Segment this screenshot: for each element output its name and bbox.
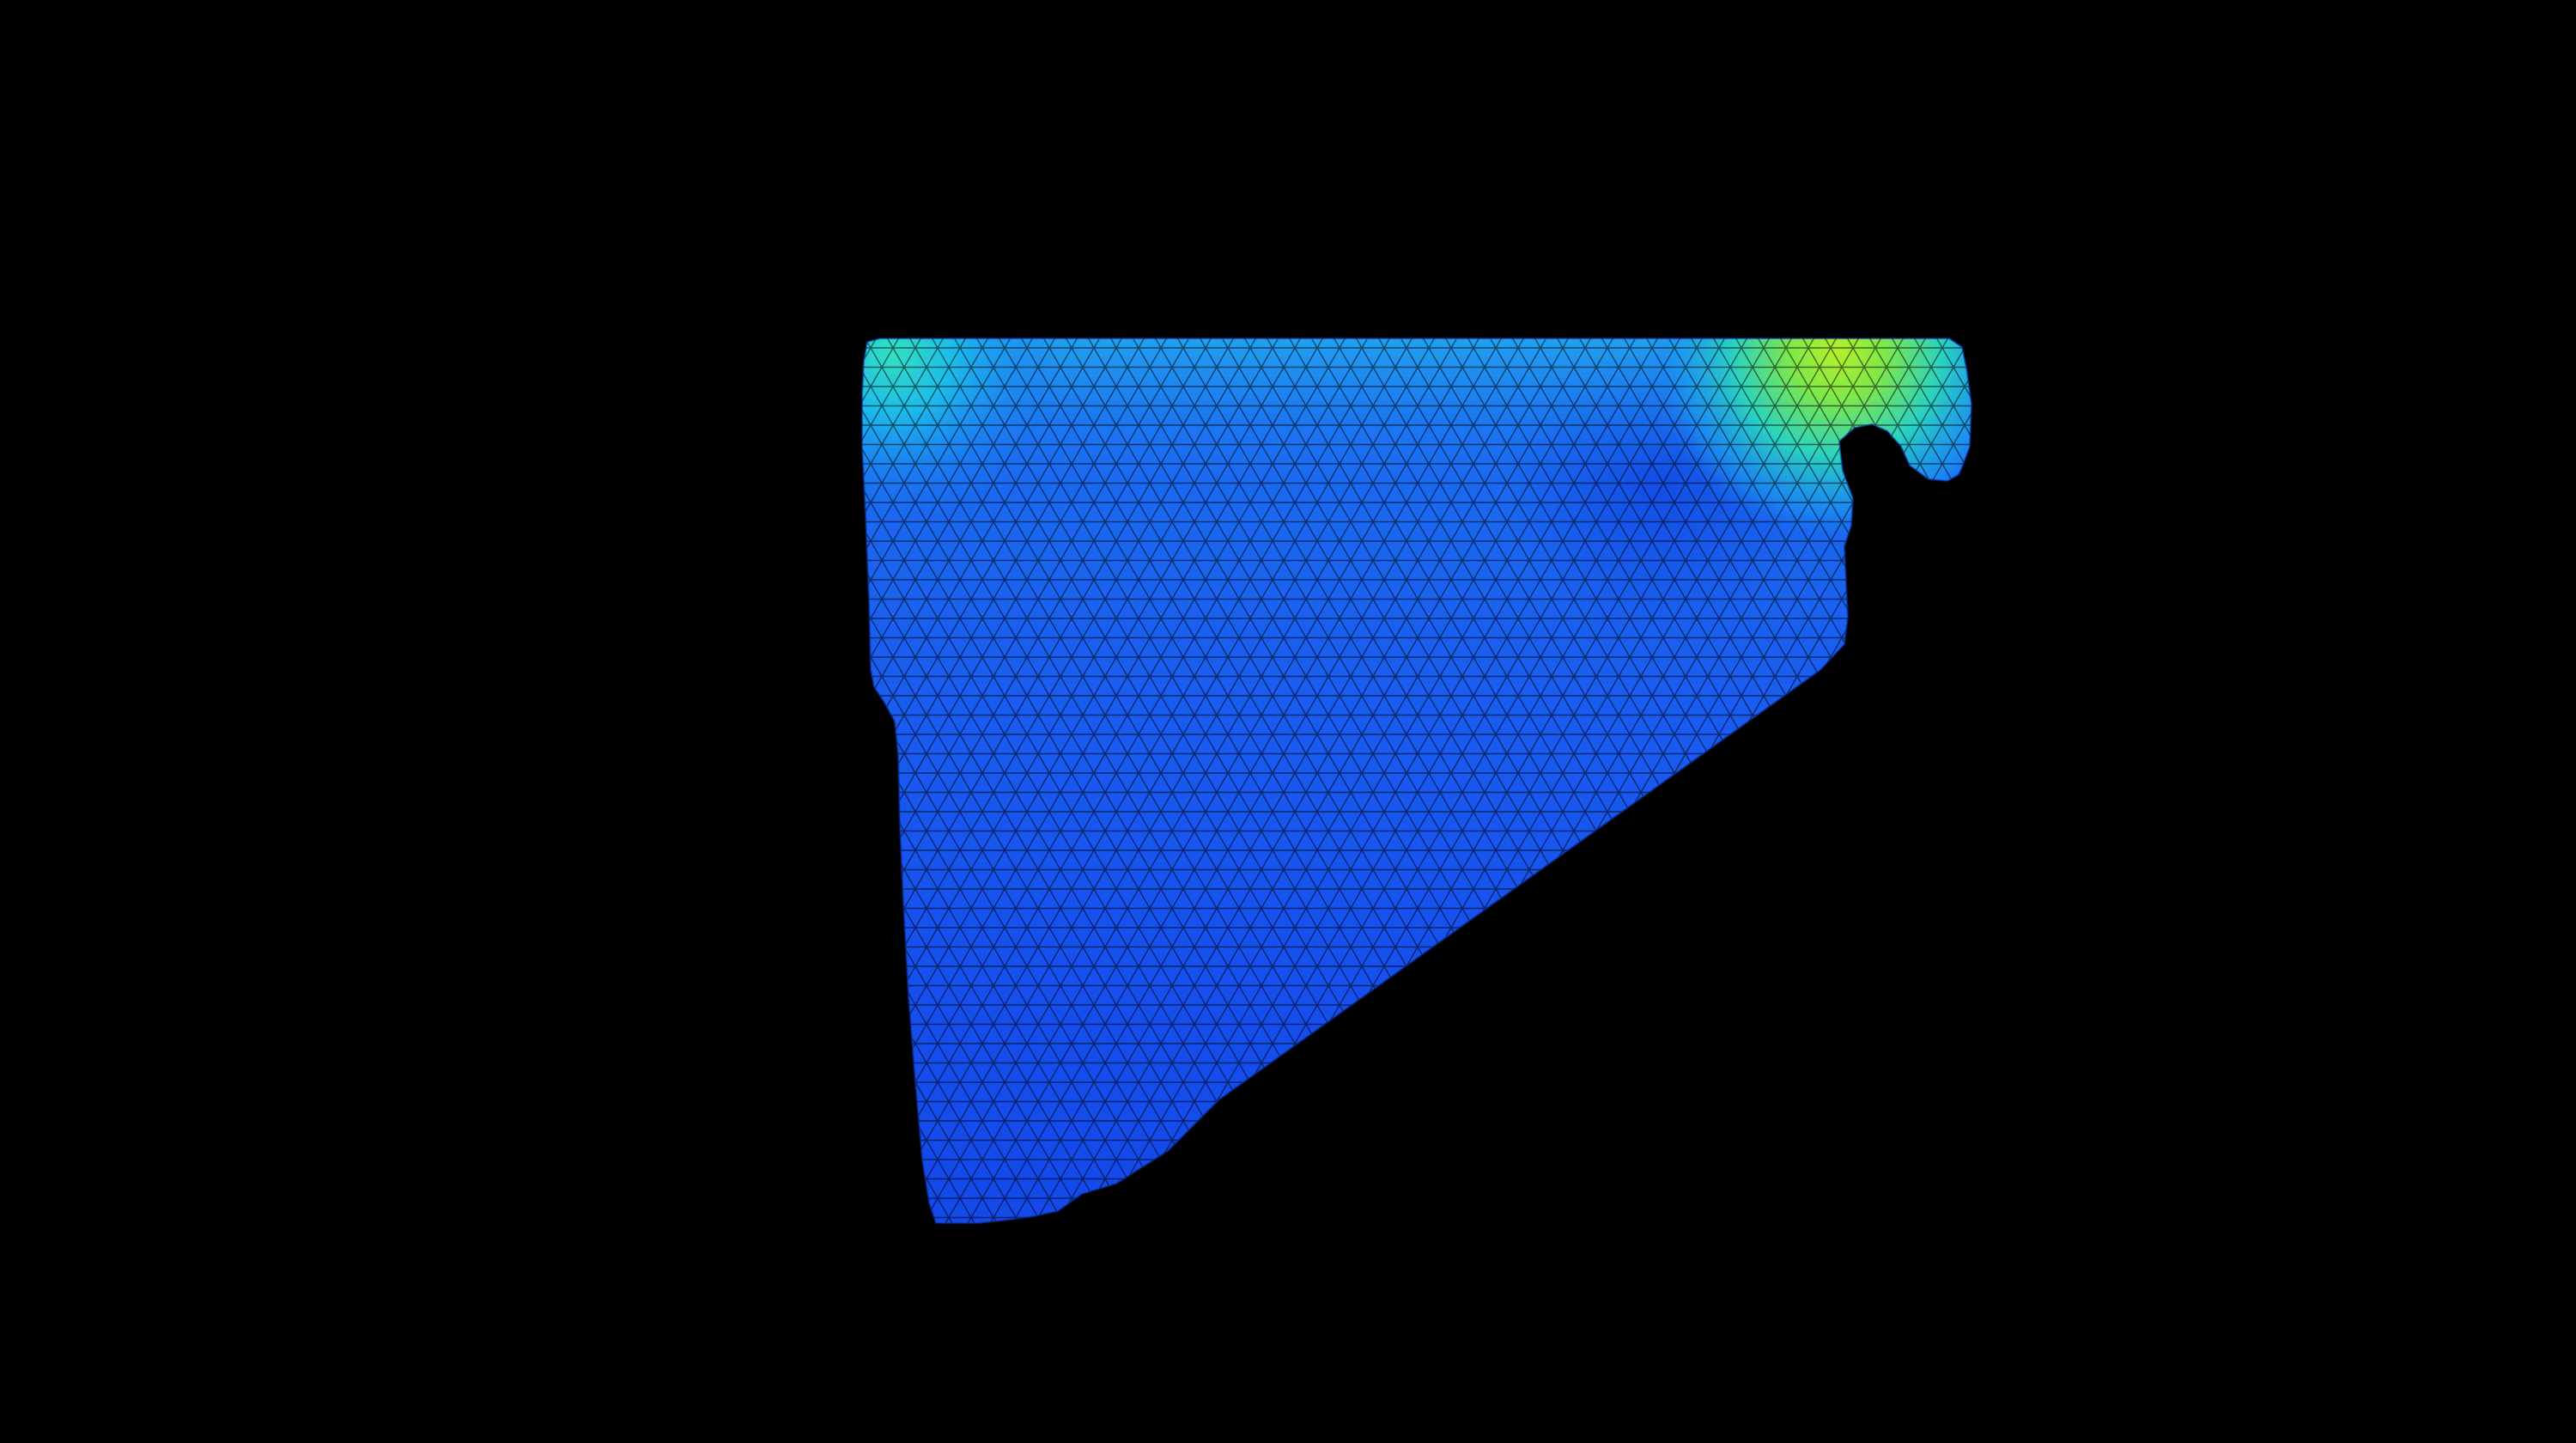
- mesh-wireframe: [862, 338, 1971, 1223]
- mesh-object: [862, 338, 1971, 1223]
